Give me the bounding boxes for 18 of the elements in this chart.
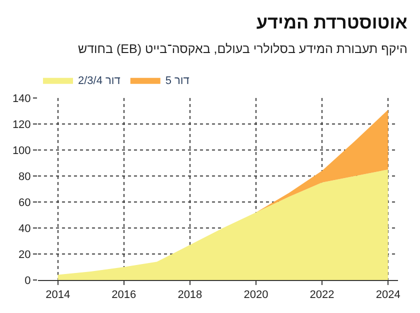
y-tick-label: 0 [24, 274, 31, 287]
y-tick-label: 120 [12, 118, 31, 131]
y-tick-label: 140 [12, 92, 31, 105]
x-tick-label: 2024 [376, 289, 400, 302]
chart-title: אוטוסטרדת המידע [256, 12, 408, 32]
y-tick-label: 80 [18, 170, 31, 183]
x-tick-label: 2016 [112, 289, 136, 302]
x-tick-label: 2014 [46, 289, 70, 302]
y-tick-label: 100 [12, 144, 31, 157]
y-tick-label: 20 [18, 248, 31, 261]
legend-label: דור 2/3/4 [78, 75, 120, 88]
legend-label: דור 5 [165, 75, 190, 88]
y-tick-label: 60 [18, 196, 31, 209]
y-tick-label: 40 [18, 222, 31, 235]
chart-subtitle: היקף תעבורת המידע בסלולרי בעולם, באקסה־בייט (EB) בחודש [78, 42, 408, 56]
x-tick-label: 2020 [244, 289, 268, 302]
x-tick-label: 2018 [178, 289, 202, 302]
x-tick-label: 2022 [310, 289, 334, 302]
